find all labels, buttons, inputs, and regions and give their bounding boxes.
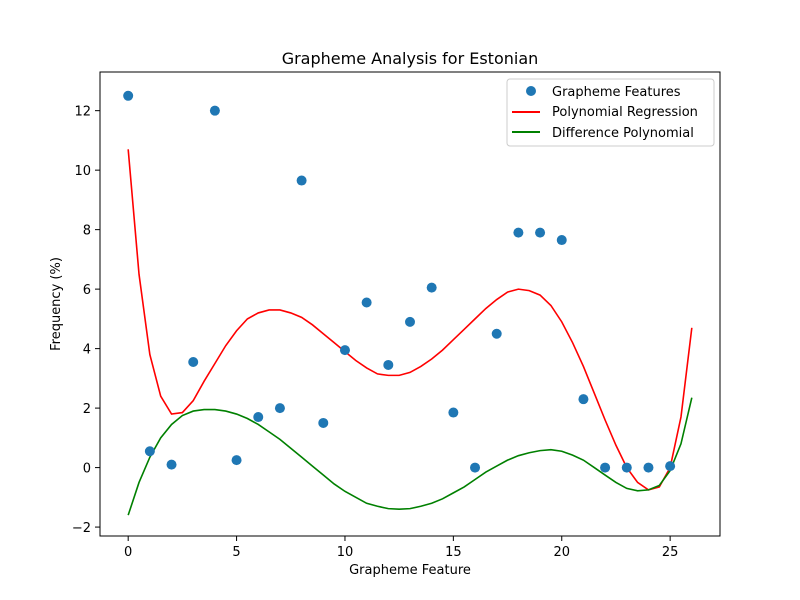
scatter-point-8 xyxy=(296,175,307,186)
scatter-point-9 xyxy=(318,417,329,428)
scatter-point-19 xyxy=(535,227,546,238)
x-tick-label-4: 20 xyxy=(553,545,570,560)
scatter-points xyxy=(123,90,676,473)
legend-box xyxy=(506,78,715,147)
legend-marker-scatter xyxy=(526,86,536,96)
scatter-point-25 xyxy=(665,461,676,472)
x-axis: 0 5 10 15 20 25 xyxy=(124,536,678,560)
y-tick-label-2: 2 xyxy=(83,402,91,417)
y-tick-label-7: 12 xyxy=(74,105,91,120)
scatter-point-15 xyxy=(448,407,459,418)
y-axis: −2 0 2 4 6 8 10 12 xyxy=(72,105,100,536)
scatter-point-17 xyxy=(491,328,502,339)
scatter-point-18 xyxy=(513,227,524,238)
scatter-point-2 xyxy=(166,459,177,470)
legend-label-scatter: Grapheme Features xyxy=(552,85,681,100)
y-tick-label-4: 6 xyxy=(83,283,91,298)
y-tick-label-0: −2 xyxy=(72,521,91,536)
scatter-point-7 xyxy=(274,403,285,414)
x-tick-label-5: 25 xyxy=(662,545,679,560)
scatter-point-16 xyxy=(470,462,481,473)
scatter-point-3 xyxy=(188,357,199,367)
x-tick-label-0: 0 xyxy=(124,545,132,560)
legend: Grapheme Features Polynomial Regression … xyxy=(506,78,715,147)
scatter-point-12 xyxy=(383,359,394,370)
scatter-point-20 xyxy=(556,235,567,246)
y-tick-label-3: 4 xyxy=(83,343,91,358)
scatter-point-1 xyxy=(144,446,155,457)
scatter-point-5 xyxy=(231,455,242,466)
y-axis-label: Frequency (%) xyxy=(49,257,64,351)
legend-label-regression: Polynomial Regression xyxy=(552,105,698,120)
series-line-1 xyxy=(127,149,693,491)
scatter-point-24 xyxy=(643,462,654,473)
x-axis-label: Grapheme Feature xyxy=(349,563,471,578)
x-tick-label-1: 5 xyxy=(232,545,240,560)
scatter-point-13 xyxy=(405,316,415,327)
chart-title: Grapheme Analysis for Estonian xyxy=(282,49,539,68)
scatter-point-14 xyxy=(426,282,437,293)
y-tick-label-5: 8 xyxy=(83,224,91,239)
scatter-point-4 xyxy=(209,105,220,116)
x-tick-label-2: 10 xyxy=(337,545,354,560)
y-tick-label-6: 10 xyxy=(74,164,91,179)
scatter-point-0 xyxy=(123,90,134,101)
scatter-point-6 xyxy=(253,412,264,423)
scatter-point-22 xyxy=(600,462,611,473)
scatter-point-21 xyxy=(578,394,589,405)
scatter-point-10 xyxy=(339,345,350,356)
scatter-point-23 xyxy=(621,462,632,473)
series-line-2 xyxy=(127,397,693,516)
plot-area xyxy=(99,71,721,537)
legend-label-difference: Difference Polynomial xyxy=(552,126,694,141)
y-tick-label-1: 0 xyxy=(83,462,91,477)
scatter-point-11 xyxy=(361,297,372,308)
x-tick-label-3: 15 xyxy=(445,545,462,560)
series-lines xyxy=(127,149,693,516)
